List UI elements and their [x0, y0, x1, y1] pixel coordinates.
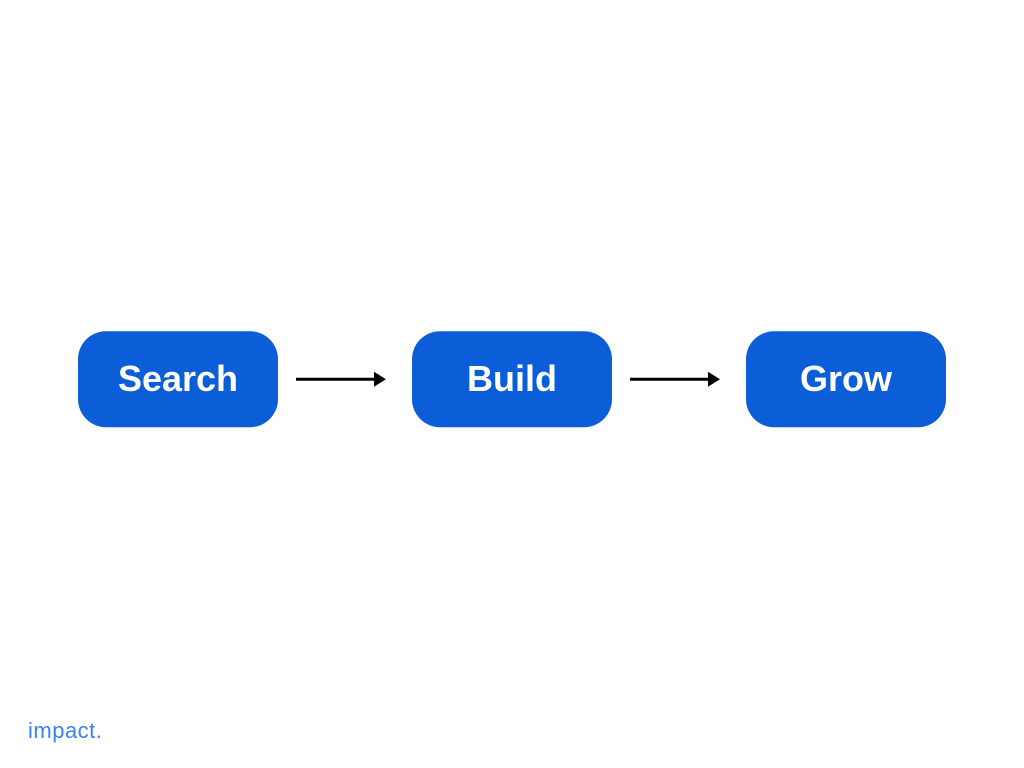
node-grow: Grow [746, 331, 946, 427]
node-search-label: Search [118, 358, 238, 400]
flow-diagram: Search Build Grow [78, 331, 946, 427]
footer-logo: impact. [28, 718, 102, 744]
arrow-2 [630, 367, 720, 391]
arrow-1 [296, 367, 386, 391]
footer-logo-text: impact. [28, 718, 102, 743]
node-build-label: Build [467, 358, 557, 400]
node-search: Search [78, 331, 278, 427]
node-grow-label: Grow [800, 358, 892, 400]
node-build: Build [412, 331, 612, 427]
